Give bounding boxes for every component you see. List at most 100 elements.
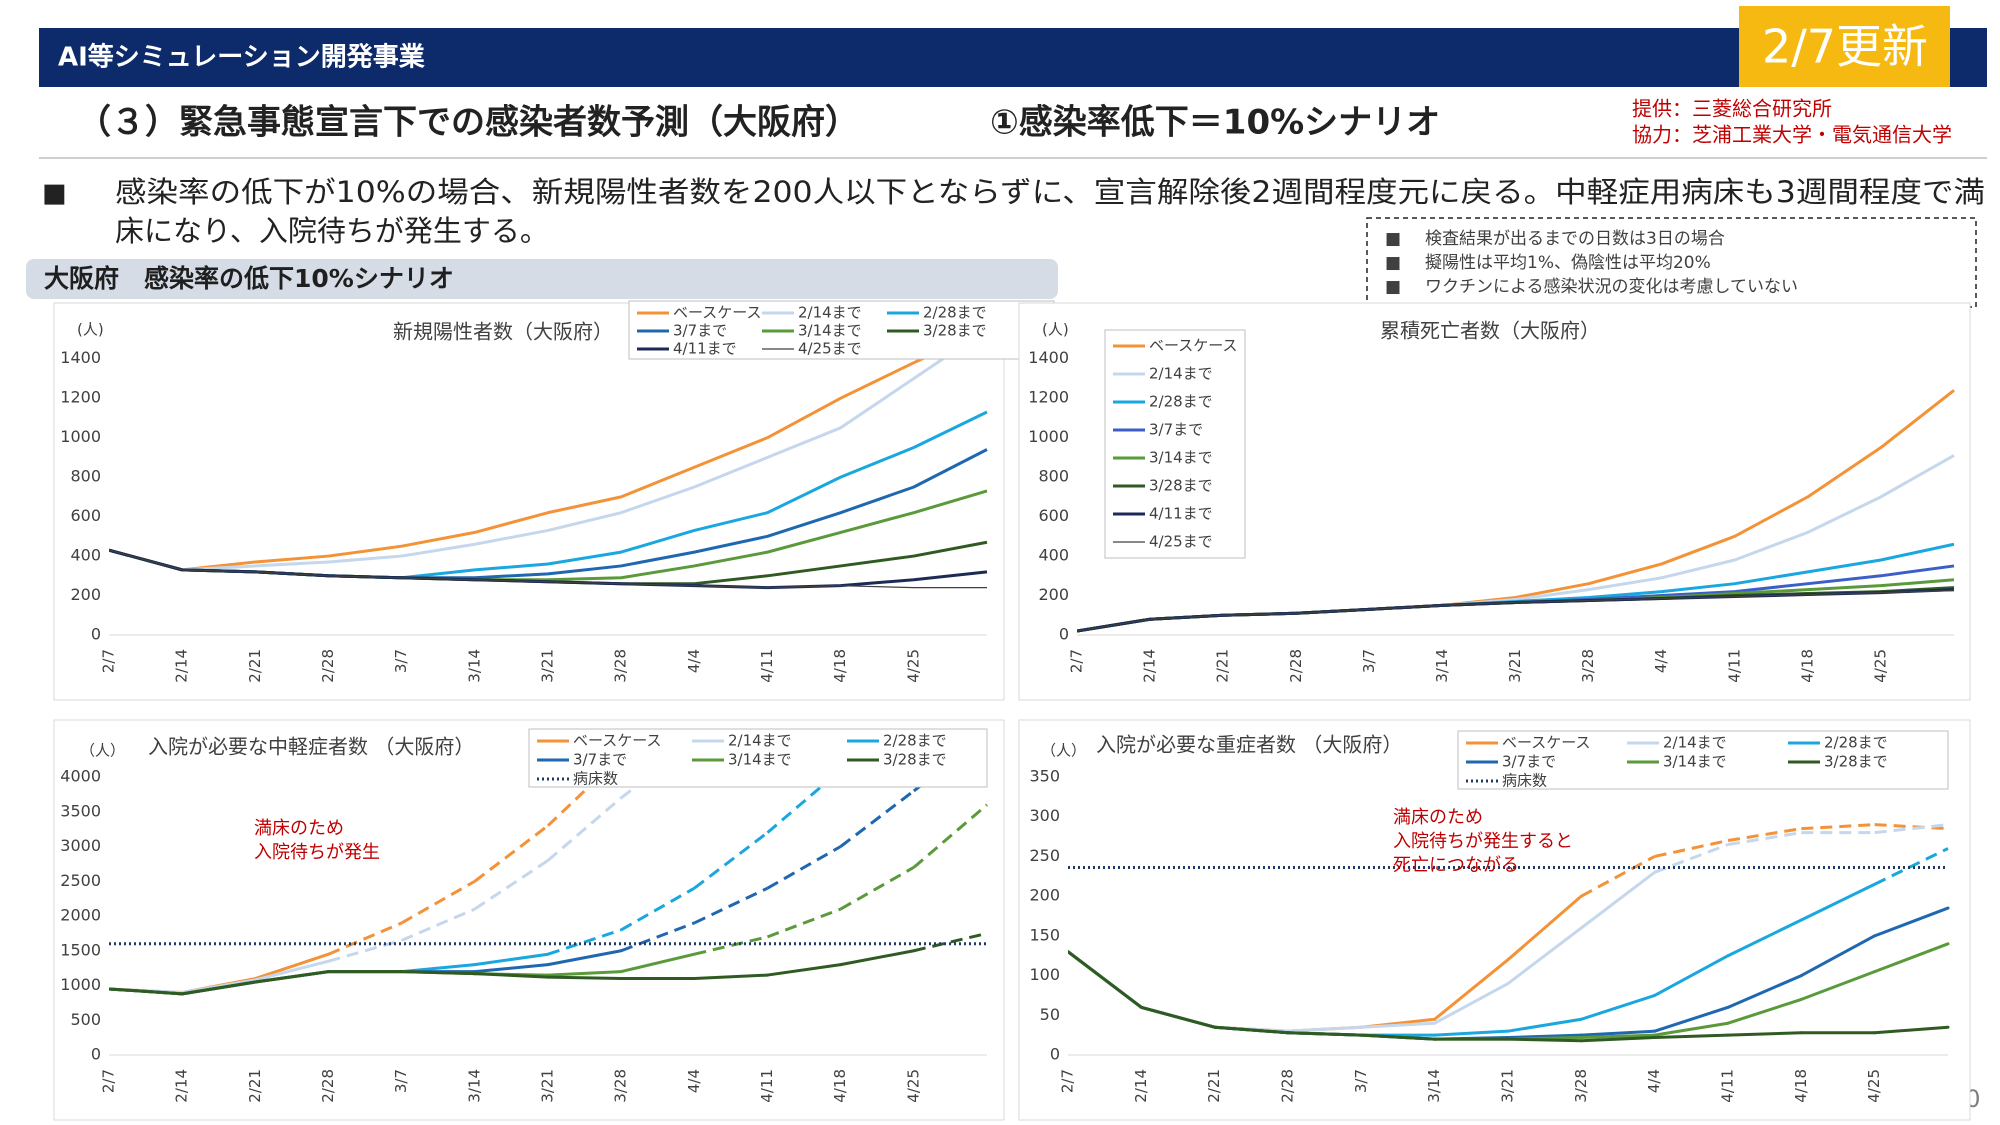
series-segment bbox=[1213, 1025, 1290, 1035]
x-tick-label: 4/25 bbox=[1871, 649, 1889, 683]
series-segment bbox=[1579, 993, 1657, 1021]
series-segment bbox=[473, 963, 550, 974]
legend-label: 4/25まで bbox=[798, 340, 862, 358]
x-tick-label: 3/28 bbox=[1572, 1069, 1590, 1103]
series-segment bbox=[1799, 934, 1877, 978]
series-segment bbox=[1068, 950, 1143, 1009]
y-tick-label: 1400 bbox=[1028, 348, 1069, 367]
plot bbox=[1068, 823, 1950, 1043]
x-tick-label: 3/21 bbox=[1499, 1069, 1517, 1103]
credit: 提供：三菱総合研究所 bbox=[1632, 97, 1832, 121]
annotation: 死亡につながる bbox=[1393, 855, 1519, 876]
x-tick-label: 3/14 bbox=[465, 1069, 483, 1103]
series-line bbox=[109, 337, 979, 572]
series-segment bbox=[1506, 926, 1583, 986]
x-tick-label: 3/7 bbox=[1352, 1069, 1370, 1093]
x-tick-label: 2/28 bbox=[319, 1069, 337, 1103]
x-tick-label: 3/7 bbox=[392, 1069, 410, 1093]
chart-frame bbox=[53, 302, 1005, 701]
series-segment bbox=[401, 907, 476, 942]
series-segment bbox=[913, 931, 988, 953]
chart: 累積死亡者数（大阪府） (人) 0 200 400 600 800 1000 1200 1400 2… bbox=[1018, 302, 1971, 701]
annotation: 入院待ちが発生 bbox=[254, 842, 380, 863]
x-tick-label: 4/18 bbox=[1798, 649, 1816, 683]
y-tick-label: 400 bbox=[70, 546, 101, 565]
series-segment bbox=[253, 970, 330, 984]
chart: 入院が必要な中軽症者数 （大阪府） （人） 0 500 1000 1500 2000 2500… bbox=[53, 719, 1005, 1121]
annotation: 満床のため bbox=[254, 818, 344, 839]
x-tick-label: 4/4 bbox=[685, 649, 703, 673]
header-bar bbox=[39, 28, 1987, 87]
x-tick-label: 3/28 bbox=[612, 649, 630, 683]
x-tick-label: 3/21 bbox=[539, 649, 557, 683]
series-segment bbox=[1726, 1031, 1803, 1037]
series-segment bbox=[1727, 827, 1802, 843]
notes: ■ 検査結果が出るまでの日数は3日の場合 ■ 擬陽性は平均1%、偽陰性は平均20… bbox=[1385, 229, 1798, 297]
series-segment bbox=[1799, 882, 1877, 922]
legend-label: ベースケース bbox=[673, 304, 762, 322]
series-line bbox=[1077, 590, 1955, 632]
legend-label: 3/14まで bbox=[1149, 449, 1213, 467]
series-segment bbox=[1506, 1037, 1583, 1043]
x-tick-label: 3/14 bbox=[1425, 1069, 1443, 1103]
y-tick-label: 400 bbox=[1038, 546, 1069, 565]
series-segment bbox=[547, 928, 622, 956]
series-segment bbox=[1726, 974, 1803, 1009]
x-tick-label: 2/28 bbox=[319, 649, 337, 683]
badge bbox=[1739, 6, 1950, 87]
legend-label: 2/28まで bbox=[1149, 393, 1213, 411]
legend-box bbox=[1457, 730, 1949, 790]
series-segment bbox=[1727, 831, 1802, 846]
series-segment bbox=[839, 949, 916, 967]
note: 検査結果が出るまでの日数は3日の場合 bbox=[1425, 229, 1725, 249]
series-segment bbox=[1654, 839, 1729, 858]
legend-label: ベースケース bbox=[1149, 337, 1238, 355]
series-segment bbox=[1433, 982, 1510, 1025]
series-segment bbox=[693, 831, 769, 890]
series-segment bbox=[109, 987, 184, 996]
x-tick-label: 2/21 bbox=[246, 1069, 264, 1103]
y-tick-label: 1000 bbox=[60, 975, 101, 994]
x-tick-label: 2/7 bbox=[1068, 649, 1086, 673]
series-segment bbox=[912, 803, 988, 869]
series-segment bbox=[1654, 843, 1729, 874]
y-tick-label: 0 bbox=[91, 625, 101, 644]
title: （３）緊急事態宣言下での感染者数予測（大阪府） bbox=[77, 103, 859, 143]
x-tick-label: 2/14 bbox=[173, 1069, 191, 1103]
series-segment bbox=[253, 959, 330, 982]
series-segment bbox=[1874, 823, 1949, 835]
x-tick-label: 2/14 bbox=[1141, 649, 1159, 683]
y-tick-label: 600 bbox=[1038, 506, 1069, 525]
series-segment bbox=[1579, 1029, 1657, 1037]
x-tick-label: 3/14 bbox=[1433, 649, 1451, 683]
note-marker: ■ bbox=[1385, 229, 1401, 249]
section-band bbox=[26, 259, 1058, 299]
y-tick-label: 200 bbox=[1029, 886, 1060, 905]
series-segment bbox=[1653, 954, 1730, 997]
y-axis-label: （人） bbox=[80, 742, 125, 760]
legend-label: 2/28まで bbox=[1824, 734, 1888, 752]
y-tick-label: 150 bbox=[1029, 925, 1060, 944]
x-tick-label: 3/14 bbox=[465, 649, 483, 683]
series-segment bbox=[766, 845, 842, 890]
note: 擬陽性は平均1%、偽陰性は平均20% bbox=[1425, 253, 1711, 273]
series-segment bbox=[1653, 1033, 1730, 1040]
legend-label: 4/11まで bbox=[673, 340, 737, 358]
series-segment bbox=[1653, 1005, 1730, 1033]
series-segment bbox=[1580, 855, 1656, 898]
legend-label: 3/28まで bbox=[1824, 753, 1888, 771]
y-tick-label: 200 bbox=[1038, 585, 1069, 604]
x-tick-label: 4/4 bbox=[1645, 1069, 1663, 1093]
y-tick-label: 50 bbox=[1040, 1005, 1060, 1024]
legend-label: 2/28まで bbox=[883, 732, 947, 750]
series-segment bbox=[547, 796, 623, 862]
y-tick-label: 3000 bbox=[60, 836, 101, 855]
series-segment bbox=[546, 970, 623, 977]
legend-label: ベースケース bbox=[573, 732, 662, 750]
y-tick-label: 2500 bbox=[60, 871, 101, 890]
legend-label: 病床数 bbox=[573, 770, 618, 788]
x-tick-label: 4/25 bbox=[904, 1069, 922, 1103]
x-tick-label: 3/21 bbox=[539, 1069, 557, 1103]
y-tick-label: 1400 bbox=[60, 348, 101, 367]
